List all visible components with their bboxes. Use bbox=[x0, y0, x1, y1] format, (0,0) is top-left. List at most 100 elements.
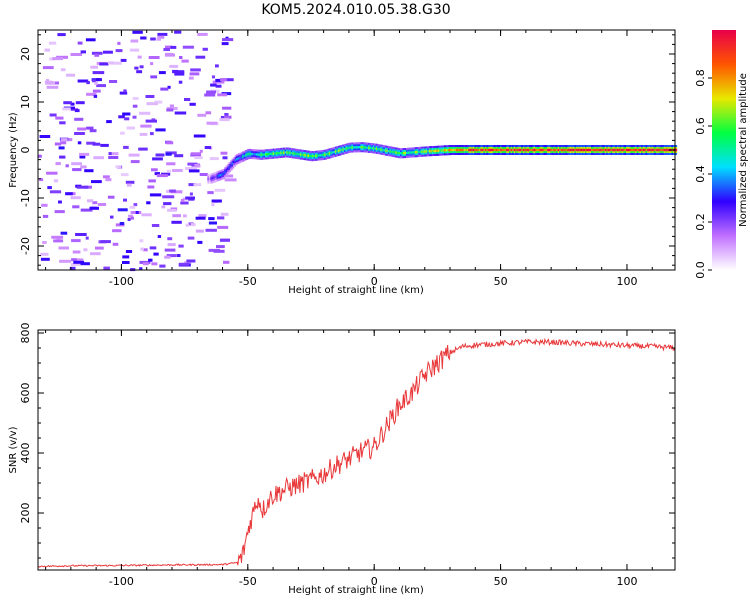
spectrogram-cell bbox=[322, 153, 326, 157]
spectrogram-cell bbox=[629, 148, 632, 152]
spectrogram-cell bbox=[518, 148, 521, 152]
spectrogram-cell bbox=[72, 250, 81, 254]
spectrogram-cell bbox=[525, 148, 529, 152]
spectrogram-cell bbox=[296, 152, 300, 156]
spectrogram-cell bbox=[108, 61, 114, 65]
spectrogram-cell bbox=[483, 148, 486, 152]
spectrogram-cell bbox=[663, 148, 667, 152]
spectrogram-cell bbox=[615, 148, 618, 152]
spectrogram-cell bbox=[325, 153, 329, 156]
spectrogram-cell bbox=[516, 148, 520, 152]
spectrogram-cell bbox=[572, 148, 576, 152]
spectrogram-cell bbox=[293, 152, 297, 155]
spectrogram-cell bbox=[42, 66, 54, 70]
spectrogram-cell bbox=[330, 151, 333, 155]
spectrogram-cell bbox=[169, 64, 179, 68]
spectrogram-cell bbox=[74, 132, 85, 135]
spectrogram-cell bbox=[635, 148, 638, 152]
snr-frame bbox=[37, 329, 676, 571]
spectrogram-cell bbox=[86, 92, 97, 96]
spectrogram-cell bbox=[100, 240, 111, 244]
spectrogram-cell bbox=[166, 189, 172, 193]
spectrogram-cell bbox=[170, 45, 177, 49]
spectrogram-cell bbox=[80, 165, 87, 169]
spectrogram-cell bbox=[137, 55, 142, 59]
spectrogram-cell bbox=[574, 148, 577, 152]
spectrogram-cell bbox=[521, 148, 524, 152]
spectrogram-cell bbox=[513, 148, 517, 152]
spectrogram-cell bbox=[49, 113, 57, 117]
spectrogram-cell bbox=[542, 148, 546, 152]
spectrogram-cell bbox=[651, 148, 655, 152]
spectrogram-cell bbox=[240, 155, 244, 159]
spectrogram-cell bbox=[166, 169, 171, 173]
spectrogram-cell bbox=[90, 252, 101, 256]
spectrogram-cell bbox=[153, 252, 159, 256]
spectrogram-cell bbox=[487, 148, 491, 152]
spectrogram-cell bbox=[632, 148, 635, 152]
spectrogram-xtick-label: -50 bbox=[239, 275, 257, 288]
spectrogram-cell bbox=[74, 117, 84, 121]
spectrogram-cell bbox=[71, 239, 81, 243]
spectrogram-cell bbox=[109, 80, 118, 83]
spectrogram-cell bbox=[447, 149, 450, 152]
spectrogram-cell bbox=[39, 135, 51, 138]
colorbar-tick-label: 0.6 bbox=[694, 117, 707, 135]
spectrogram-cell bbox=[271, 152, 274, 155]
spectrogram-cell bbox=[154, 100, 163, 104]
spectrogram-cell bbox=[140, 36, 147, 40]
spectrogram-cell bbox=[331, 151, 335, 154]
snr-ticks: -100 -50 0 50 100 200 400 600 800 bbox=[19, 323, 675, 588]
spectrogram-cell bbox=[89, 206, 99, 210]
spectrogram-cell bbox=[149, 193, 162, 197]
spectrogram-cell bbox=[209, 157, 219, 161]
spectrogram-cell bbox=[354, 146, 358, 149]
spectrogram-cell bbox=[80, 50, 86, 54]
spectrogram-cell bbox=[185, 223, 190, 227]
spectrogram-cell bbox=[85, 38, 96, 42]
colorbar-ticks: 0.0 0.2 0.4 0.6 0.8 bbox=[694, 69, 712, 279]
spectrogram-cell bbox=[230, 164, 233, 167]
spectrogram-cell bbox=[60, 141, 67, 145]
spectrogram-cell bbox=[110, 215, 114, 219]
spectrogram-cell bbox=[163, 202, 172, 206]
spectrogram-cell bbox=[366, 146, 370, 149]
spectrogram-cell bbox=[636, 148, 640, 152]
spectrogram-cell bbox=[204, 146, 211, 149]
spectrogram-cell bbox=[280, 151, 283, 155]
spectrogram-cell bbox=[228, 165, 232, 169]
spectrogram-cell bbox=[214, 175, 218, 179]
spectrogram-cell bbox=[565, 148, 568, 152]
spectrogram-cell bbox=[92, 89, 101, 93]
spectrogram-cell bbox=[148, 258, 153, 262]
spectrogram-cell bbox=[128, 153, 140, 157]
spectrogram-cell bbox=[199, 173, 208, 176]
spectrogram-cell bbox=[135, 211, 139, 214]
spectrogram-cell bbox=[275, 152, 279, 155]
spectrogram-cell bbox=[404, 151, 408, 155]
spectrogram-cell bbox=[70, 102, 75, 106]
spectrogram-cell bbox=[178, 80, 183, 84]
spectrogram-cell bbox=[220, 212, 229, 216]
spectrogram-cell bbox=[187, 162, 198, 166]
spectrogram-cell bbox=[618, 148, 621, 152]
spectrogram-cell bbox=[287, 151, 291, 154]
spectrogram-cell bbox=[63, 101, 72, 105]
snr-ylabel: SNR (v/v) bbox=[8, 426, 19, 473]
spectrogram-cell bbox=[148, 56, 160, 59]
spectrogram-cell bbox=[213, 249, 225, 253]
spectrogram-cell bbox=[96, 84, 106, 88]
spectrogram-cell bbox=[165, 52, 174, 56]
spectrogram-cell bbox=[142, 248, 148, 252]
spectrogram-cell bbox=[107, 195, 115, 199]
spectrogram-cell bbox=[176, 254, 181, 257]
spectrogram-cell bbox=[92, 79, 96, 83]
colorbar-tick-label: 0.0 bbox=[694, 261, 707, 279]
spectrogram-cell bbox=[245, 153, 248, 157]
spectrogram-cell bbox=[506, 148, 509, 152]
colorbar-tick-label: 0.2 bbox=[694, 213, 707, 231]
spectrogram-cell bbox=[139, 132, 148, 136]
spectrogram-cell bbox=[431, 149, 435, 153]
spectrogram-cell bbox=[188, 183, 196, 187]
spectrogram-cell bbox=[59, 121, 66, 125]
